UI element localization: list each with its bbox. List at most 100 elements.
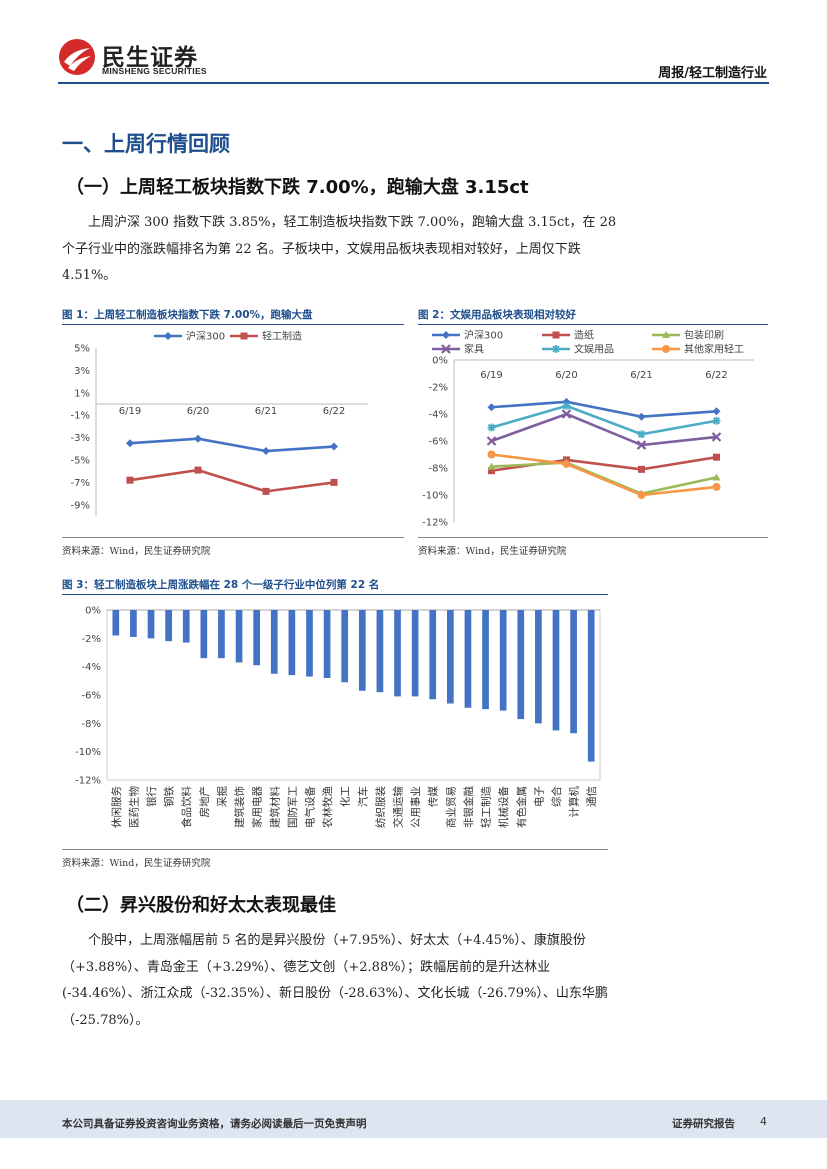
category-label: 建筑装饰 xyxy=(233,786,246,828)
series-line xyxy=(491,412,717,447)
data-point xyxy=(637,430,646,439)
category-label: 采掘 xyxy=(215,786,228,807)
data-point xyxy=(637,412,646,421)
series-line xyxy=(129,437,335,453)
series-4 xyxy=(486,409,722,450)
bar-2 xyxy=(130,610,137,637)
y-tick-label: -10% xyxy=(75,747,101,758)
category-label: 家用电器 xyxy=(251,786,264,828)
bar-11 xyxy=(288,610,296,676)
bar-13 xyxy=(323,610,331,678)
category-label: 房地产 xyxy=(198,786,211,818)
figure-3-top-rule xyxy=(62,594,608,595)
figure-1-source: 资料来源：Wind，民生证券研究院 xyxy=(62,546,211,557)
data-point xyxy=(262,447,270,456)
data-point xyxy=(488,467,495,475)
figure-3-bottom-rule xyxy=(62,849,608,850)
series-line xyxy=(129,468,335,493)
category-label: 机械设备 xyxy=(497,786,510,828)
data-point xyxy=(262,487,270,495)
x-tick-label: 6/22 xyxy=(323,406,345,417)
y-tick-label: -12% xyxy=(422,518,448,529)
data-point xyxy=(712,416,721,425)
legend-label: 家具 xyxy=(464,343,484,356)
footer-disclaimer: 本公司具备证券投资咨询业务资格，请务必阅读最后一页免责声明 xyxy=(62,1118,367,1130)
legend-label: 沪深300 xyxy=(186,330,225,343)
y-tick-label: -8% xyxy=(429,464,448,475)
category-label: 公用事业 xyxy=(409,786,422,828)
figure-1-title: 图 1：上周轻工制造板块指数下跌 7.00%，跑输大盘 xyxy=(62,309,313,321)
y-tick-label: -4% xyxy=(429,410,448,421)
category-label: 电气设备 xyxy=(303,786,316,828)
data-point xyxy=(486,436,497,446)
y-tick-label: -1% xyxy=(71,411,90,422)
data-point xyxy=(487,450,496,459)
y-tick-label: -12% xyxy=(75,776,101,787)
y-tick-label: -7% xyxy=(71,478,90,489)
bar-26 xyxy=(552,610,560,731)
bar-9 xyxy=(253,610,261,666)
data-point xyxy=(636,440,647,450)
subsection-title-1: （一）上周轻工板块指数下跌 7.00%，跑输大盘 3.15ct xyxy=(66,177,529,198)
header-divider xyxy=(58,82,769,84)
data-point xyxy=(562,459,571,468)
data-point xyxy=(487,462,496,470)
y-tick-label: -6% xyxy=(82,691,101,702)
bar-16 xyxy=(376,610,384,693)
legend-label: 造纸 xyxy=(574,329,594,342)
category-label: 食品饮料 xyxy=(180,786,193,828)
legend-marker xyxy=(662,345,670,353)
category-label: 计算机 xyxy=(568,786,581,818)
bar-14 xyxy=(341,610,349,683)
data-point xyxy=(637,491,646,499)
category-label: 电子 xyxy=(532,786,545,807)
category-label: 农林牧渔 xyxy=(321,786,334,828)
category-label: 国防军工 xyxy=(286,786,299,828)
data-point xyxy=(194,466,202,474)
figure-2-source: 资料来源：Wind，民生证券研究院 xyxy=(418,546,567,557)
category-label: 纺织服装 xyxy=(374,786,387,828)
y-tick-label: -2% xyxy=(82,634,101,645)
data-point xyxy=(330,442,338,451)
page-number: 4 xyxy=(760,1115,767,1128)
category-label: 休闲服务 xyxy=(110,786,123,828)
y-tick-label: 5% xyxy=(74,344,90,355)
series-6 xyxy=(487,450,721,499)
series-line xyxy=(491,400,717,419)
data-point xyxy=(562,397,571,406)
y-tick-label: -9% xyxy=(71,500,90,511)
minsheng-logo-icon xyxy=(59,39,95,75)
figure-1-top-rule xyxy=(62,324,404,325)
data-point xyxy=(194,434,202,443)
figure-2-title: 图 2：文娱用品板块表现相对较好 xyxy=(418,309,576,321)
logo-chinese-name: 民生证券 xyxy=(102,45,198,71)
category-label: 综合 xyxy=(550,786,563,807)
bar-23 xyxy=(499,610,507,711)
legend-marker xyxy=(240,332,248,340)
data-point xyxy=(712,407,721,416)
report-type: 周报/轻工制造行业 xyxy=(658,66,767,81)
legend-marker xyxy=(164,332,172,340)
bar-4 xyxy=(165,610,172,642)
y-tick-label: -8% xyxy=(82,719,101,730)
category-label: 汽车 xyxy=(356,786,369,807)
category-label: 商业贸易 xyxy=(444,786,457,828)
bar-25 xyxy=(535,610,542,724)
figure-2-top-rule xyxy=(418,324,768,325)
category-label: 传媒 xyxy=(427,786,440,807)
x-tick-label: 6/20 xyxy=(555,370,577,381)
y-tick-label: -10% xyxy=(422,491,448,502)
bar-3 xyxy=(147,610,155,639)
category-label: 通信 xyxy=(586,786,598,807)
bar-22 xyxy=(482,610,489,710)
series-1 xyxy=(126,434,338,456)
data-point xyxy=(712,482,721,491)
category-label: 轻工制造 xyxy=(480,786,493,828)
y-tick-label: -2% xyxy=(429,383,448,394)
category-label: 有色金属 xyxy=(515,786,528,828)
legend-marker xyxy=(662,331,670,338)
data-point xyxy=(330,478,338,486)
series-1 xyxy=(487,397,721,421)
legend-marker xyxy=(552,331,560,339)
y-tick-label: 3% xyxy=(74,366,90,377)
